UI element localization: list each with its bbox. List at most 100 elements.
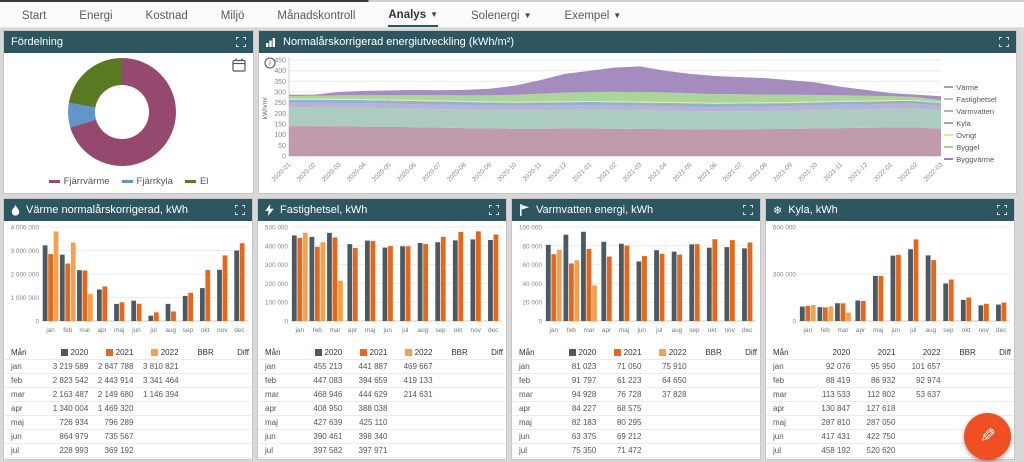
year-column-header[interactable]: 2021 — [599, 346, 644, 360]
table-row: maj 427 639 425 110 — [258, 415, 506, 430]
svg-text:2021-11: 2021-11 — [823, 161, 845, 183]
svg-text:0: 0 — [282, 154, 286, 161]
legend-item[interactable]: Värme — [944, 83, 1012, 92]
legend-item[interactable]: Kyla — [944, 119, 1012, 128]
year-column-header[interactable]: 2022 — [136, 346, 181, 360]
svg-text:300 000: 300 000 — [773, 272, 797, 279]
svg-text:i: i — [269, 59, 271, 68]
year-column-header[interactable]: 2021 — [345, 346, 390, 360]
year-column-header[interactable]: 2021 — [91, 346, 136, 360]
fastighetsel-table: Mån 2020 2021 2022 BBR Diff jan 455 213 441 887 4… — [258, 346, 506, 459]
svg-text:jun: jun — [382, 327, 392, 334]
year-column-header[interactable]: 2022 — [644, 346, 689, 360]
panel-fordelning: Fördelning Fjärrvärme Fjärrkyla El — [3, 30, 254, 194]
nav-energi[interactable]: Energi — [79, 9, 113, 22]
legend-item[interactable]: Fjärrvärme — [48, 176, 110, 187]
svg-text:sep: sep — [435, 327, 446, 334]
panel-title: Fastighetsel, kWh — [280, 204, 368, 216]
year-column-header[interactable]: 2022 — [922, 348, 941, 357]
legend-item[interactable]: Fastighetsel — [944, 95, 1012, 104]
expand-icon[interactable] — [997, 205, 1007, 215]
svg-text:100 000: 100 000 — [519, 225, 543, 232]
svg-text:feb: feb — [63, 327, 72, 334]
year-column-header[interactable]: 2020 — [46, 346, 91, 360]
svg-text:40 000: 40 000 — [522, 281, 542, 288]
panel-fastighetsel: Fastighetsel, kWh 0 100 000 200 000 300 000… — [257, 198, 507, 460]
svg-text:mar: mar — [837, 327, 849, 334]
table-row: mar 113 533 112 802 53 637 — [766, 387, 1014, 402]
legend-swatch — [944, 86, 954, 88]
svg-text:jul: jul — [909, 327, 916, 334]
table-header-row: Mån 2020 2021 2022 BBR Diff — [766, 346, 1014, 360]
svg-text:2022-02: 2022-02 — [898, 161, 920, 183]
nav-analys[interactable]: Analys ▼ — [388, 2, 439, 27]
svg-text:2021-12: 2021-12 — [847, 161, 869, 183]
legend-swatch — [150, 349, 158, 356]
svg-text:sep: sep — [943, 327, 954, 334]
nav-kostnad[interactable]: Kostnad — [145, 9, 188, 22]
table-row: jan 81 023 71 050 75 910 — [512, 359, 760, 374]
expand-icon[interactable] — [999, 37, 1009, 47]
legend-item[interactable]: Fjärrkyla — [121, 176, 173, 187]
svg-text:0: 0 — [284, 319, 288, 326]
svg-text:2021-04: 2021-04 — [647, 161, 669, 183]
nav-solenergi[interactable]: Solenergi ▼ — [471, 9, 532, 22]
svg-text:2 000 000: 2 000 000 — [11, 272, 40, 279]
svg-text:feb: feb — [313, 327, 322, 334]
legend-swatch — [944, 98, 954, 100]
legend-swatch — [105, 349, 113, 356]
legend-item[interactable]: Övrigt — [944, 131, 1012, 140]
svg-text:60 000: 60 000 — [522, 262, 542, 269]
bar-chart-icon — [266, 37, 277, 47]
expand-icon[interactable] — [235, 205, 245, 215]
svg-text:400 000: 400 000 — [265, 243, 289, 250]
calendar-icon[interactable] — [232, 58, 246, 72]
legend-swatch — [404, 349, 412, 356]
svg-text:aug: aug — [672, 327, 683, 334]
legend-item[interactable]: Varmvatten — [944, 107, 1012, 116]
legend-swatch — [314, 349, 322, 356]
legend-item[interactable]: Byggel — [944, 143, 1012, 152]
year-column-header[interactable]: 2020 — [554, 346, 599, 360]
nav-start[interactable]: Start — [22, 9, 47, 22]
table-row: jun 864 979 735 567 — [4, 429, 252, 444]
chevron-down-icon: ▼ — [430, 10, 439, 19]
svg-text:maj: maj — [114, 327, 124, 334]
expand-icon[interactable] — [743, 205, 753, 215]
expand-icon[interactable] — [489, 205, 499, 215]
svg-text:20 000: 20 000 — [522, 300, 542, 307]
year-column-header[interactable]: 2021 — [877, 348, 896, 357]
svg-text:2020-05: 2020-05 — [371, 161, 393, 183]
nav-exempel[interactable]: Exempel ▼ — [564, 9, 622, 22]
legend-item[interactable]: Byggvärme — [944, 155, 1012, 164]
panel-title: Varmvatten energi, kWh — [536, 204, 654, 216]
panel-varme: Värme normalårskorrigerad, kWh 0 1 000 00… — [3, 198, 253, 460]
svg-text:2021-09: 2021-09 — [772, 161, 794, 183]
svg-text:2021-06: 2021-06 — [697, 161, 719, 183]
legend-item[interactable]: El — [184, 176, 208, 187]
svg-text:2020-12: 2020-12 — [546, 161, 568, 183]
year-column-header[interactable]: 2022 — [390, 346, 435, 360]
year-column-header[interactable]: 2020 — [300, 346, 345, 360]
year-column-header[interactable]: 2020 — [832, 348, 851, 357]
svg-text:nov: nov — [470, 327, 481, 334]
legend-swatch — [568, 349, 576, 356]
svg-text:300 000: 300 000 — [265, 262, 289, 269]
table-row: mar 94 928 76 728 37 828 — [512, 387, 760, 402]
table-row: feb 447 083 394 659 419 133 — [258, 373, 506, 388]
nav-miljo[interactable]: Miljö — [220, 9, 245, 22]
nav-manadskontroll[interactable]: Månadskontroll — [277, 9, 356, 22]
edit-fab-button[interactable]: ✎ — [964, 413, 1011, 460]
svg-text:mar: mar — [583, 327, 595, 334]
svg-text:nov: nov — [217, 327, 228, 334]
svg-text:kWh/m²: kWh/m² — [262, 96, 269, 119]
expand-icon[interactable] — [236, 37, 246, 47]
svg-text:sep: sep — [183, 327, 194, 334]
svg-text:2020-01: 2020-01 — [271, 161, 293, 183]
svg-text:apr: apr — [856, 327, 866, 334]
info-icon[interactable]: i — [264, 57, 276, 69]
flame-icon — [11, 204, 20, 216]
svg-text:okt: okt — [454, 327, 463, 334]
area-chart-legend: Värme Fastighetsel Varmvatten Kyla Övrigt Byg… — [944, 53, 1016, 193]
svg-text:2020-10: 2020-10 — [496, 161, 518, 183]
